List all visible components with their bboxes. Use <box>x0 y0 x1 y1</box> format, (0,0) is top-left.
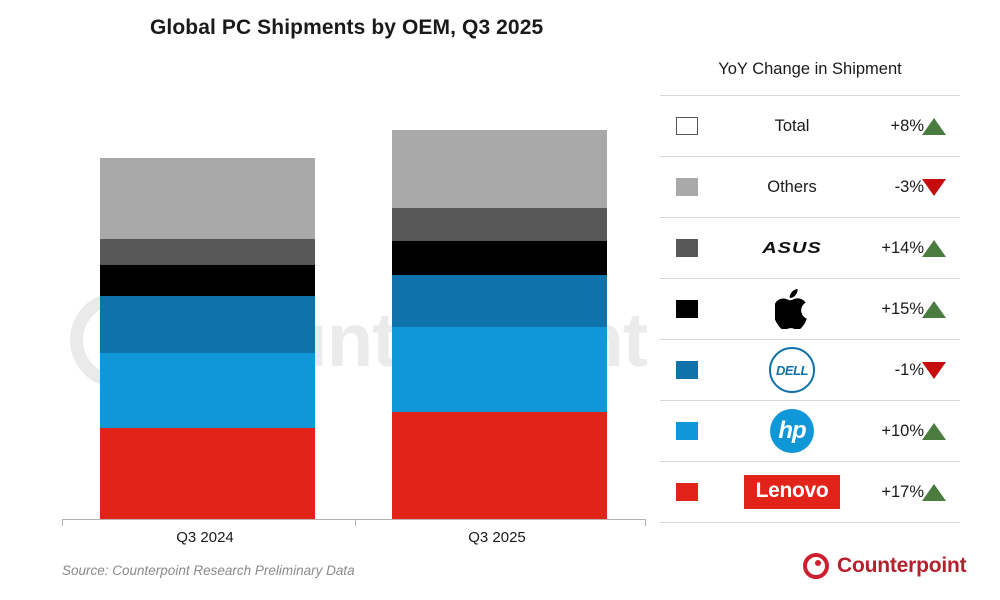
bar-segment-others <box>100 158 315 239</box>
apple-logo-icon <box>775 289 809 329</box>
legend-change-lenovo: +17% <box>881 482 924 501</box>
legend-label-total: Total <box>774 116 810 135</box>
bar-q3-2025 <box>392 0 607 600</box>
legend-table: YoY Change in Shipment Total +8% Others -3%… <box>660 60 960 523</box>
dell-logo-icon: DELL <box>769 347 815 393</box>
legend-row-total[interactable]: Total +8% <box>660 95 960 156</box>
legend-title: YoY Change in Shipment <box>718 60 902 78</box>
bar-segment-lenovo <box>392 412 607 519</box>
legend-row-lenovo[interactable]: Lenovo +17% <box>660 461 960 523</box>
counterpoint-logo: Counterpoint <box>803 553 967 579</box>
legend-label-others: Others <box>767 177 817 196</box>
x-axis-line <box>62 519 646 520</box>
legend-swatch-total <box>676 117 698 135</box>
bar-segment-asus <box>100 239 315 265</box>
x-axis-tick <box>62 519 63 526</box>
legend-row-asus[interactable]: ASUS +14% <box>660 217 960 278</box>
legend-arrow-cell-total <box>908 96 960 156</box>
bar-segment-asus <box>392 208 607 241</box>
page-title: Global PC Shipments by OEM, Q3 2025 <box>150 16 544 39</box>
legend-change-hp: +10% <box>881 421 924 440</box>
arrow-up-icon <box>922 239 946 257</box>
legend-brand-lenovo: Lenovo <box>718 462 866 522</box>
legend-brand-hp: hp <box>718 401 866 461</box>
bar-segment-hp <box>100 353 315 428</box>
counterpoint-ring-icon <box>803 553 829 579</box>
legend-swatch-dell <box>676 361 698 379</box>
bar-segment-hp <box>392 327 607 412</box>
arrow-down-icon <box>922 361 946 379</box>
legend-swatch-asus <box>676 239 698 257</box>
legend-brand-apple <box>718 279 866 339</box>
legend-swatch-others <box>676 178 698 196</box>
arrow-up-icon <box>922 483 946 501</box>
x-axis-tick <box>645 519 646 526</box>
legend-arrow-cell-apple <box>908 279 960 339</box>
legend-brand-total: Total <box>718 96 866 156</box>
legend-change-asus: +14% <box>881 238 924 257</box>
asus-logo-icon: ASUS <box>762 239 822 257</box>
legend-swatch-lenovo <box>676 483 698 501</box>
legend-rows: Total +8% Others -3% ASUS +14% +15% DELL -1% hp +1… <box>660 95 960 523</box>
bar-q3-2024 <box>100 0 315 600</box>
category-label-q3-2025: Q3 2025 <box>468 529 526 546</box>
legend-brand-others: Others <box>718 157 866 217</box>
stacked-bar-chart: Q3 2024 Q3 2025 <box>62 0 646 600</box>
legend-arrow-cell-hp <box>908 401 960 461</box>
arrow-up-icon <box>922 422 946 440</box>
legend-arrow-cell-lenovo <box>908 462 960 522</box>
counterpoint-wordmark: Counterpoint <box>837 554 967 577</box>
legend-change-apple: +15% <box>881 299 924 318</box>
category-label-q3-2024: Q3 2024 <box>176 529 234 546</box>
legend-swatch-apple <box>676 300 698 318</box>
arrow-up-icon <box>922 117 946 135</box>
legend-brand-asus: ASUS <box>718 218 866 278</box>
bar-segment-apple <box>392 241 607 275</box>
legend-row-apple[interactable]: +15% <box>660 278 960 339</box>
legend-change-others: -3% <box>894 177 924 196</box>
legend-row-dell[interactable]: DELL -1% <box>660 339 960 400</box>
legend-row-hp[interactable]: hp +10% <box>660 400 960 461</box>
bar-segment-others <box>392 130 607 208</box>
legend-arrow-cell-others <box>908 157 960 217</box>
bar-segment-apple <box>100 265 315 296</box>
legend-change-total: +8% <box>890 116 924 135</box>
legend-change-dell: -1% <box>894 360 924 379</box>
legend-row-others[interactable]: Others -3% <box>660 156 960 217</box>
x-axis-tick <box>355 519 356 526</box>
legend-arrow-cell-asus <box>908 218 960 278</box>
legend-swatch-hp <box>676 422 698 440</box>
legend-arrow-cell-dell <box>908 340 960 400</box>
arrow-up-icon <box>922 300 946 318</box>
legend-brand-dell: DELL <box>718 340 866 400</box>
arrow-down-icon <box>922 178 946 196</box>
bar-segment-dell <box>100 296 315 353</box>
hp-logo-icon: hp <box>770 409 814 453</box>
source-note: Source: Counterpoint Research Preliminar… <box>62 563 355 578</box>
lenovo-logo-icon: Lenovo <box>743 475 841 509</box>
bar-segment-dell <box>392 275 607 327</box>
bar-segment-lenovo <box>100 428 315 519</box>
